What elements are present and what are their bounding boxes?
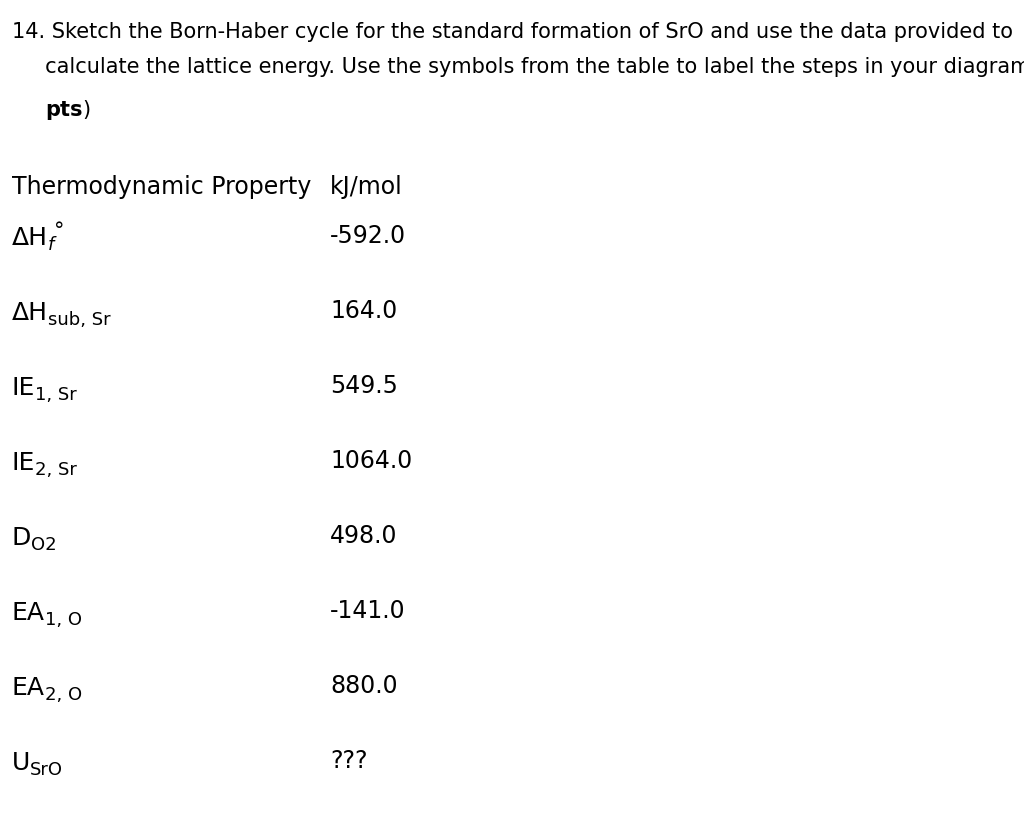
Text: ΔH: ΔH — [12, 301, 48, 325]
Text: pts: pts — [45, 100, 83, 120]
Text: 1, O: 1, O — [45, 611, 82, 629]
Text: EA: EA — [12, 676, 45, 700]
Text: ): ) — [83, 100, 91, 120]
Text: kJ/mol: kJ/mol — [330, 175, 402, 199]
Text: 498.0: 498.0 — [330, 524, 397, 548]
Text: 880.0: 880.0 — [330, 674, 397, 698]
Text: -592.0: -592.0 — [330, 224, 407, 248]
Text: U: U — [12, 751, 31, 775]
Text: ???: ??? — [330, 749, 368, 773]
Text: D: D — [12, 526, 32, 550]
Text: IE: IE — [12, 451, 36, 475]
Text: Thermodynamic Property: Thermodynamic Property — [12, 175, 311, 199]
Text: 1, Sr: 1, Sr — [36, 386, 77, 404]
Text: SrO: SrO — [31, 761, 63, 779]
Text: O2: O2 — [32, 536, 57, 554]
Text: IE: IE — [12, 376, 36, 400]
Text: f: f — [48, 236, 54, 254]
Text: 14. Sketch the Born-Haber cycle for the standard formation of SrO and use the da: 14. Sketch the Born-Haber cycle for the … — [12, 22, 1013, 42]
Text: 549.5: 549.5 — [330, 374, 398, 398]
Text: sub, Sr: sub, Sr — [48, 311, 111, 329]
Text: calculate the lattice energy. Use the symbols from the table to label the steps : calculate the lattice energy. Use the sy… — [12, 57, 1024, 77]
Text: °: ° — [54, 221, 65, 241]
Text: 2, Sr: 2, Sr — [36, 461, 77, 479]
Text: 2, O: 2, O — [45, 686, 82, 704]
Text: 164.0: 164.0 — [330, 299, 397, 323]
Text: EA: EA — [12, 601, 45, 625]
Text: -141.0: -141.0 — [330, 599, 406, 623]
Text: ΔH: ΔH — [12, 226, 48, 250]
Text: 1064.0: 1064.0 — [330, 449, 413, 473]
